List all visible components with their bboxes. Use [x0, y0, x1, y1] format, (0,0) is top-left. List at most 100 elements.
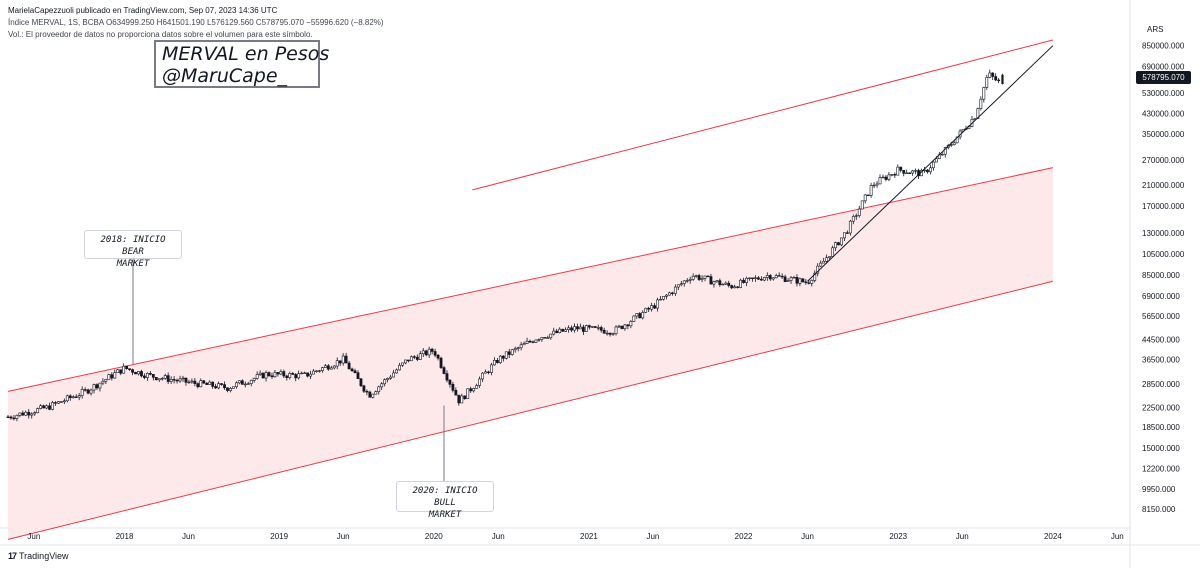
candle-body [798, 278, 802, 284]
candle-body [451, 384, 455, 391]
candle-body [608, 332, 612, 335]
candle-body [359, 378, 363, 387]
candle-body [21, 412, 25, 416]
candle-body [742, 279, 745, 283]
candle-body [412, 356, 416, 358]
price-tick-label: 690000.000 [1142, 62, 1185, 71]
channel-fill [8, 167, 1053, 540]
candle-body [264, 372, 268, 379]
candle-body [751, 277, 754, 279]
candle-body [202, 380, 206, 384]
candle-body [673, 286, 677, 294]
volume-note: Vol.: El proveedor de datos no proporcio… [8, 30, 313, 39]
candle-body [780, 275, 784, 278]
candle-body [39, 405, 43, 409]
candle-body [33, 412, 37, 415]
candle-body [822, 260, 826, 264]
candle-body [564, 329, 568, 332]
candle-body [593, 326, 597, 328]
candle-body [404, 359, 407, 364]
candle-body [270, 375, 274, 378]
candle-body [309, 373, 312, 377]
candle-body [955, 136, 959, 144]
channel-upper-line [7, 167, 1053, 392]
candle-body [371, 393, 375, 398]
candle-body [377, 386, 381, 392]
candle-body [368, 391, 372, 398]
candle-body [448, 379, 452, 385]
candle-body [495, 359, 499, 363]
candle-body [276, 372, 280, 375]
time-tick-label: 2020 [425, 532, 443, 541]
candle-body [273, 372, 277, 378]
candle-body [783, 276, 787, 282]
candle-body [487, 371, 490, 373]
candle-body [433, 351, 437, 356]
candle-body [18, 412, 22, 416]
candle-body [733, 286, 737, 289]
candle-body [718, 280, 722, 286]
candle-body [579, 326, 582, 330]
candle-body [137, 371, 140, 375]
time-tick-label: 2019 [270, 532, 288, 541]
candle-body [795, 277, 799, 284]
candle-body [454, 390, 458, 396]
time-tick-label: Jun [182, 532, 195, 541]
candle-body [899, 166, 903, 171]
candle-body [688, 279, 692, 281]
candle-body [866, 194, 870, 197]
time-tick-label: 2023 [889, 532, 907, 541]
time-tick-label: Jun [956, 532, 969, 541]
candle-body [261, 372, 265, 379]
candle-body [926, 169, 929, 173]
candle-body [940, 153, 944, 156]
candle-body [374, 391, 378, 395]
price-tick-label: 850000.000 [1142, 42, 1185, 51]
candle-body [154, 377, 158, 381]
candle-body [98, 382, 102, 389]
candle-body [196, 383, 200, 388]
time-tick-label: Jun [646, 532, 659, 541]
candle-body [205, 382, 209, 385]
candle-body [211, 381, 215, 387]
candle-body [110, 374, 114, 379]
candle-body [297, 373, 301, 379]
candle-body [934, 158, 938, 163]
candle-body [831, 247, 834, 257]
candle-body [632, 315, 636, 322]
candle-body [95, 384, 99, 389]
candle-body [282, 371, 286, 377]
time-tick-label: 2021 [580, 532, 598, 541]
upper-channel-line [472, 39, 1054, 191]
candle-body [181, 377, 185, 380]
candle-body [294, 374, 298, 379]
candle-body [229, 388, 232, 391]
candle-body [353, 370, 357, 374]
candle-body [240, 380, 244, 385]
candle-body [834, 242, 837, 249]
candle-body [246, 383, 250, 385]
candle-body [570, 327, 573, 331]
candle-body [107, 374, 111, 380]
candle-body [436, 354, 440, 359]
candle-body [472, 388, 476, 392]
candle-body [306, 372, 309, 377]
candle-body [561, 328, 565, 332]
candle-body [510, 349, 514, 355]
candle-body [896, 166, 900, 176]
candle-body [748, 277, 751, 279]
candle-body [466, 388, 470, 400]
candle-body [315, 370, 318, 372]
candle-body [872, 184, 876, 187]
price-tick-label: 8150.000 [1142, 505, 1176, 514]
footer-brand[interactable]: 17 TradingView [8, 551, 69, 561]
candle-body [445, 373, 449, 381]
candle-body [546, 337, 550, 339]
candle-body [175, 379, 179, 382]
candle-body [323, 365, 327, 368]
candle-body [792, 277, 796, 279]
candle-body [187, 381, 191, 384]
candle-body [662, 296, 665, 300]
candle-body [813, 272, 817, 281]
